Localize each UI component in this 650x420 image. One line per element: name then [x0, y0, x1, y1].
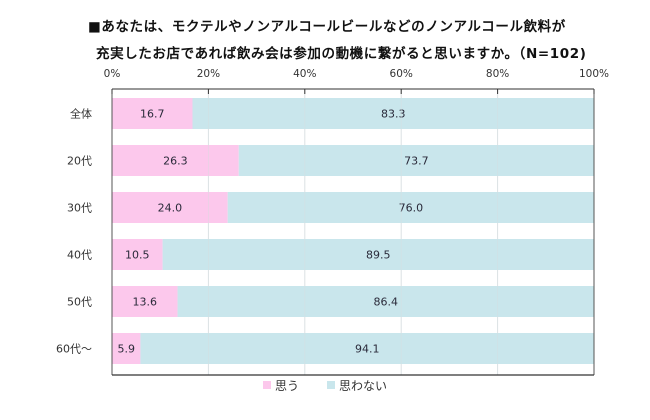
chart-title-line-2: 充実したお店であれば飲み会は参加の動機に繋がると思いますか。（N=102) — [96, 46, 587, 62]
x-tick-label: 100% — [579, 68, 609, 80]
data-label: 89.5 — [366, 249, 391, 262]
data-label: 94.1 — [355, 343, 380, 356]
data-label: 86.4 — [374, 296, 399, 309]
data-label: 24.0 — [158, 202, 183, 215]
data-label: 76.0 — [399, 202, 424, 215]
bar-segment-disagree — [238, 145, 595, 176]
category-label: 40代 — [67, 249, 92, 262]
data-label: 5.9 — [117, 343, 135, 356]
bar-segment-agree — [112, 333, 141, 364]
x-tick-label: 80% — [486, 68, 509, 80]
category-label: 30代 — [67, 202, 92, 215]
data-label: 10.5 — [125, 249, 150, 262]
legend-label: 思う — [275, 379, 299, 393]
bar-segment-agree — [112, 145, 239, 176]
bar-segment-disagree — [227, 192, 594, 223]
legend-swatch — [327, 381, 335, 389]
x-tick-label: 20% — [197, 68, 220, 80]
bar-segment-disagree — [140, 333, 595, 364]
data-label: 83.3 — [381, 108, 406, 121]
category-label: 20代 — [67, 155, 92, 168]
category-label: 50代 — [67, 296, 92, 309]
bar-segment-disagree — [192, 98, 594, 129]
category-label: 60代～ — [56, 343, 92, 356]
x-tick-label: 40% — [293, 68, 316, 80]
category-label: 全体 — [70, 107, 92, 121]
data-label: 26.3 — [163, 155, 188, 168]
data-label: 13.6 — [133, 296, 158, 309]
bar-segment-disagree — [177, 286, 594, 317]
x-tick-label: 0% — [104, 68, 121, 80]
chart-title-line-1: ■あなたは、モクテルやノンアルコールビールなどのノンアルコール飲料が — [88, 19, 566, 35]
bar-segment-agree — [112, 98, 193, 129]
legend-label: 思わない — [339, 379, 387, 393]
legend-swatch — [263, 381, 271, 389]
bar-segment-agree — [112, 286, 178, 317]
data-label: 16.7 — [140, 108, 165, 121]
data-label: 73.7 — [404, 155, 429, 168]
bar-segment-disagree — [162, 239, 595, 270]
x-tick-label: 60% — [390, 68, 413, 80]
bar-segment-agree — [112, 239, 163, 270]
